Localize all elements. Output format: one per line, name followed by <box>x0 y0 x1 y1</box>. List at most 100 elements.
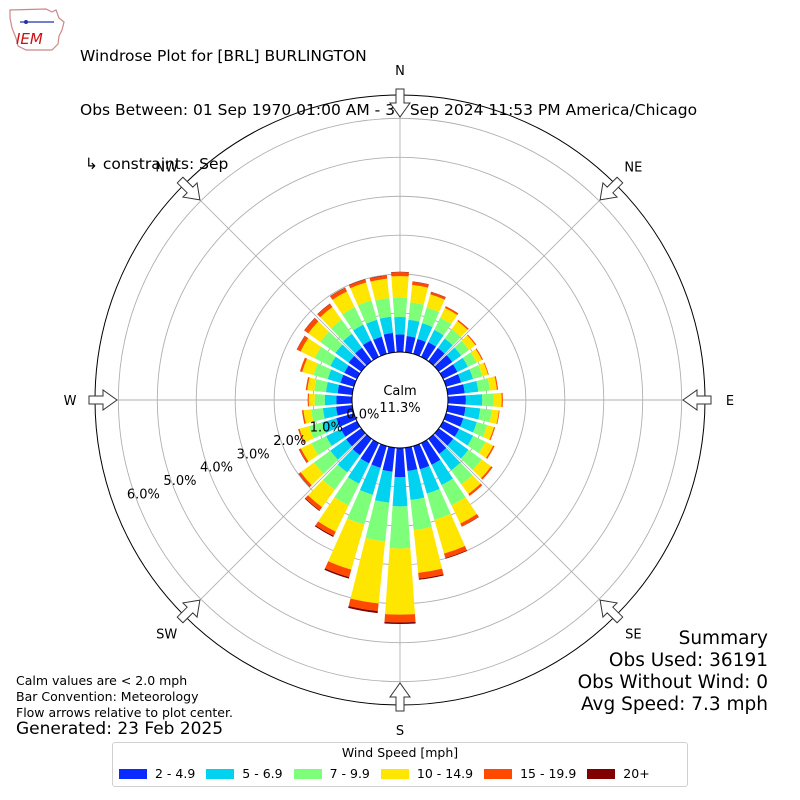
wind-bar-segment <box>418 568 444 579</box>
summary-block: Summary Obs Used: 36191 Obs Without Wind… <box>578 628 768 716</box>
wind-bar-segment <box>473 422 488 437</box>
note-arrows: Flow arrows relative to plot center. <box>16 705 233 720</box>
wind-bar-segment <box>313 450 339 474</box>
wind-bar-segment <box>343 333 362 354</box>
wind-bar-segment <box>317 303 333 318</box>
compass-label: N <box>395 64 405 79</box>
wind-bar-segment <box>421 342 436 361</box>
wind-bar-segment <box>440 307 458 325</box>
flow-arrow-icon <box>389 682 411 712</box>
grid-spoke <box>184 184 367 367</box>
wind-bar-segment <box>324 394 337 406</box>
wind-bar-segment <box>347 490 373 525</box>
wind-bar-segment <box>357 300 378 324</box>
wind-bar-segment <box>489 426 496 441</box>
wind-bar-segment <box>308 422 326 439</box>
wind-bar-segment <box>384 614 416 623</box>
legend-item: 2 - 4.9 <box>119 766 195 781</box>
wind-bar-segment <box>487 376 497 391</box>
wind-bar-segment <box>305 495 323 511</box>
wind-bar-segment <box>353 324 371 346</box>
wind-bar-segment <box>300 443 319 462</box>
legend: Wind Speed [mph] 2 - 4.9 5 - 6.9 7 - 9.9 10… <box>112 742 688 787</box>
legend-title: Wind Speed [mph] <box>341 745 459 760</box>
legend-item: 15 - 19.9 <box>484 766 576 781</box>
wind-bar-segment <box>485 445 495 459</box>
wind-bar-segment <box>311 408 325 422</box>
wind-bar-segment <box>493 392 502 408</box>
note-calm: Calm values are < 2.0 mph <box>16 673 188 688</box>
compass-label: SE <box>625 627 641 642</box>
wind-bar-segment <box>307 377 317 391</box>
wind-bar-segment <box>304 498 320 511</box>
wind-bar-segment <box>337 384 354 395</box>
wind-bar-segment <box>385 548 415 615</box>
wind-bar-segment <box>444 306 459 316</box>
flow-arrow-icon <box>88 389 118 411</box>
wind-bar-segment <box>392 477 408 507</box>
wind-bar-segment <box>444 329 461 346</box>
iem-logo-text: IEM <box>16 30 43 48</box>
compass-label: NW <box>155 161 178 176</box>
wind-bar-segment <box>446 384 465 395</box>
flow-arrow-icon <box>389 88 411 118</box>
wind-bar-segment <box>330 287 346 297</box>
grid-spoke <box>184 433 367 616</box>
legend-label: 2 - 4.9 <box>155 766 196 781</box>
legend-swatch <box>293 768 322 779</box>
calm-circle <box>351 351 449 449</box>
wind-bar-segment <box>463 406 481 420</box>
wind-bar-segment <box>371 443 387 468</box>
wind-bar-segment <box>355 347 372 366</box>
wind-bar-segment <box>360 439 379 464</box>
wind-bar-segment <box>482 393 494 407</box>
wind-bar-segment <box>443 413 464 427</box>
wind-bar-segment <box>470 348 482 363</box>
chart-title: Windrose Plot for [BRL] BURLINGTON Obs B… <box>80 11 697 191</box>
wind-bar-segment <box>325 381 340 394</box>
wind-bar-segment <box>299 357 308 372</box>
wind-bar-segment <box>446 405 466 416</box>
wind-bar-segment <box>483 362 489 375</box>
wind-bar-segment <box>413 338 426 357</box>
wind-bar-segment <box>320 331 343 354</box>
wind-bar-segment <box>334 477 360 506</box>
wind-bar-segment <box>434 513 465 554</box>
wind-bar-segment <box>443 374 462 387</box>
wind-bar-segment <box>348 606 378 614</box>
wind-bar-segment <box>308 321 330 343</box>
wind-bar-segment <box>454 340 470 356</box>
wind-bar-segment <box>391 276 409 298</box>
wind-bar-segment <box>298 449 307 463</box>
wind-bar-segment <box>375 298 392 319</box>
radial-tick-label: 6.0% <box>127 487 160 502</box>
wind-bar-segment <box>410 284 429 305</box>
title-line-1: Windrose Plot for [BRL] BURLINGTON <box>80 47 367 65</box>
radial-tick-label: 5.0% <box>163 474 196 489</box>
legend-swatch <box>206 768 235 779</box>
wind-bar-segment <box>332 291 355 315</box>
wind-bar-segment <box>417 323 433 342</box>
wind-bar-segment <box>379 316 393 335</box>
wind-bar-segment <box>322 406 338 419</box>
wind-bar-segment <box>342 307 364 331</box>
wind-bar-segment <box>324 568 350 579</box>
wind-bar-segment <box>330 319 352 342</box>
wind-bar-segment <box>413 527 443 573</box>
wind-bar-segment <box>340 374 357 387</box>
wind-bar-segment <box>335 405 354 416</box>
wind-bar-segment <box>461 516 479 527</box>
wind-bar-segment <box>348 279 367 289</box>
wind-bar-segment <box>447 395 466 405</box>
wind-bar-segment <box>494 376 499 390</box>
wind-bar-segment <box>370 278 390 301</box>
wind-bar-segment <box>428 347 445 366</box>
wind-bar-segment <box>366 319 382 340</box>
iem-logo: IEM <box>9 8 65 51</box>
legend-item: 20+ <box>587 766 650 781</box>
wind-bar-segment <box>439 447 461 471</box>
title-line-3: ↳ constraints: Sep <box>80 155 229 173</box>
wind-bar-segment <box>395 334 405 353</box>
wind-bar-segment <box>410 497 432 531</box>
wind-bar-segment <box>391 271 409 273</box>
